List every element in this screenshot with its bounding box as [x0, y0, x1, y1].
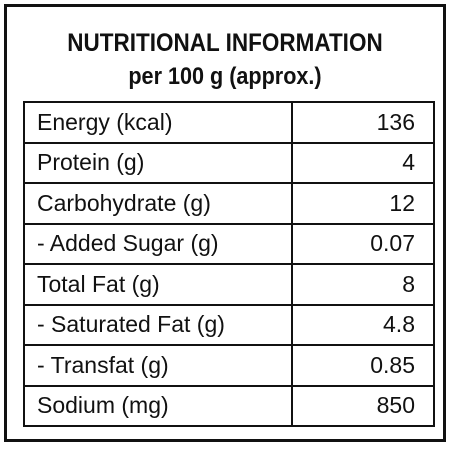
nutrient-name: Energy (kcal): [23, 101, 293, 144]
nutrient-name: - Added Sugar (g): [23, 222, 293, 265]
table-row: - Added Sugar (g) 0.07: [23, 222, 435, 265]
nutrient-value: 850: [291, 384, 435, 427]
nutrition-label: NUTRITIONAL INFORMATION per 100 g (appro…: [4, 4, 446, 442]
nutrient-value: 8: [291, 263, 435, 306]
table-row: Sodium (mg) 850: [23, 384, 435, 427]
nutrient-value: 12: [291, 182, 435, 225]
nutrient-name: Total Fat (g): [23, 263, 293, 306]
nutrient-name: - Transfat (g): [23, 344, 293, 387]
table-row: - Transfat (g) 0.85: [23, 344, 435, 387]
nutrient-value: 4: [291, 141, 435, 184]
nutrition-table: Energy (kcal) 136 Protein (g) 4 Carbohydrate…: [23, 101, 435, 427]
nutrient-value: 0.07: [291, 222, 435, 265]
nutrient-name: Protein (g): [23, 141, 293, 184]
table-row: Protein (g) 4: [23, 141, 435, 184]
nutrient-value: 0.85: [291, 344, 435, 387]
table-row: Carbohydrate (g) 12: [23, 182, 435, 225]
table-row: - Saturated Fat (g) 4.8: [23, 303, 435, 346]
table-row: Energy (kcal) 136: [23, 101, 435, 144]
title: NUTRITIONAL INFORMATION: [67, 29, 383, 57]
nutrient-value: 4.8: [291, 303, 435, 346]
nutrient-name: - Saturated Fat (g): [23, 303, 293, 346]
table-row: Total Fat (g) 8: [23, 263, 435, 306]
nutrient-name: Carbohydrate (g): [23, 182, 293, 225]
nutrient-name: Sodium (mg): [23, 384, 293, 427]
subtitle: per 100 g (approx.): [128, 63, 322, 90]
nutrient-value: 136: [291, 101, 435, 144]
table-body: Energy (kcal) 136 Protein (g) 4 Carbohydrate…: [23, 101, 435, 427]
